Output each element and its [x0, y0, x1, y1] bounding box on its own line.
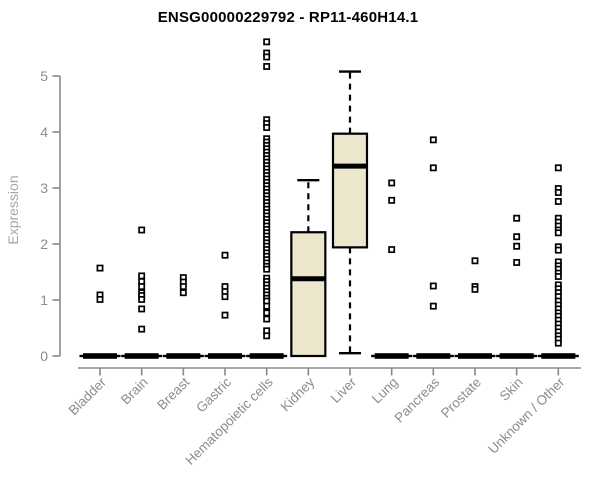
outlier-point — [513, 214, 521, 222]
collapsed-median-bar — [374, 353, 409, 359]
box-brain — [121, 226, 163, 359]
outlier-point — [554, 229, 562, 237]
outlier-point — [263, 53, 271, 61]
outlier-point — [263, 38, 271, 46]
outlier-point — [221, 251, 229, 259]
box-liver — [331, 70, 369, 355]
outlier-point — [554, 189, 562, 196]
y-tick-label: 1 — [40, 292, 48, 308]
collapsed-median-bar — [416, 353, 451, 359]
collapsed-median-bar — [249, 353, 284, 359]
outlier-point — [554, 339, 562, 347]
box-rect — [331, 132, 369, 249]
outlier-point — [554, 246, 562, 254]
y-tick-label: 0 — [40, 348, 48, 364]
collapsed-median-bar — [124, 353, 159, 359]
x-label-gastric: Gastric — [193, 374, 234, 415]
collapsed-median-bar — [207, 353, 242, 359]
outlier-point — [471, 257, 479, 265]
box-pancreas — [412, 136, 454, 359]
y-tick-label: 2 — [40, 236, 48, 252]
box-bladder — [79, 264, 121, 359]
outlier-point — [554, 197, 562, 205]
box-skin — [496, 214, 538, 359]
outlier-point — [388, 246, 396, 254]
outlier-point — [221, 293, 229, 301]
outlier-point — [179, 283, 187, 291]
collapsed-median-bar — [83, 353, 117, 359]
x-label-skin: Skin — [497, 375, 526, 404]
outlier-point — [138, 283, 146, 291]
collapsed-median-bar — [457, 353, 492, 359]
x-label-breast: Breast — [154, 374, 192, 412]
outlier-point — [513, 242, 521, 250]
box-rect — [290, 231, 327, 358]
outlier-point — [513, 259, 521, 266]
y-tick-label: 4 — [40, 124, 48, 140]
x-label-prostate: Prostate — [438, 375, 484, 421]
outlier-point — [179, 289, 187, 297]
box-hematopoietic-cells — [246, 38, 288, 359]
box-kidney — [290, 178, 327, 358]
box-gastric — [204, 251, 246, 359]
outlier-point — [429, 136, 437, 144]
x-label-unknown-other: Unknown / Other — [485, 374, 568, 457]
collapsed-median-bar — [166, 353, 201, 359]
x-label-bladder: Bladder — [66, 374, 110, 418]
x-label-pancreas: Pancreas — [392, 374, 443, 425]
outlier-point — [429, 302, 437, 310]
outlier-point — [96, 264, 104, 272]
y-tick-label: 5 — [40, 68, 48, 84]
outlier-point — [263, 315, 271, 323]
outlier-point — [221, 311, 229, 319]
x-label-brain: Brain — [118, 375, 151, 408]
x-label-kidney: Kidney — [278, 374, 318, 414]
outlier-point — [138, 325, 146, 333]
outlier-point — [138, 305, 146, 313]
outlier-point — [429, 282, 437, 290]
chart-title: ENSG00000229792 - RP11-460H14.1 — [157, 9, 419, 26]
outlier-point — [554, 273, 562, 280]
outlier-point — [471, 285, 479, 293]
box-lung — [371, 179, 413, 359]
outlier-point — [388, 196, 396, 204]
outlier-point — [513, 233, 521, 241]
x-label-liver: Liver — [328, 374, 360, 406]
box-unknown-other — [537, 164, 579, 359]
outlier-point — [138, 226, 146, 234]
outlier-point — [263, 265, 271, 273]
outlier-point — [554, 164, 562, 172]
outlier-point — [138, 295, 146, 303]
outlier-point — [263, 309, 271, 317]
outlier-point — [263, 332, 271, 340]
outlier-point — [263, 63, 271, 70]
collapsed-median-bar — [499, 353, 534, 359]
outlier-point — [138, 272, 146, 280]
outlier-point — [388, 179, 396, 187]
box-breast — [162, 274, 204, 359]
box-prostate — [454, 257, 496, 359]
outlier-point — [263, 302, 271, 310]
y-tick-label: 3 — [40, 180, 48, 196]
outlier-point — [263, 124, 271, 131]
outlier-point — [96, 295, 104, 303]
x-label-lung: Lung — [369, 375, 401, 407]
outlier-point — [429, 164, 437, 172]
collapsed-median-bar — [541, 353, 576, 359]
